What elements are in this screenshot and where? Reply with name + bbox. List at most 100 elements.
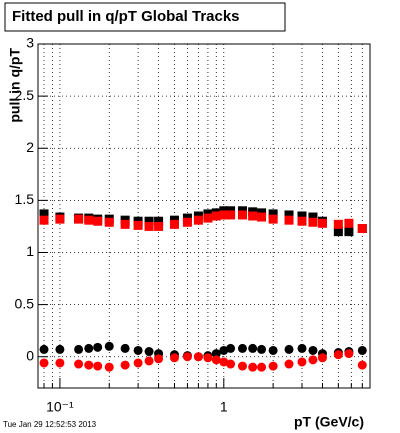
y-tick-label: 0 [26,347,34,363]
x-axis-label: pT (GeV/c) [294,414,364,430]
marker [237,343,247,353]
marker [169,219,179,229]
marker [268,361,278,371]
marker [297,357,307,367]
y-tick-label: 2.5 [15,87,35,103]
marker [333,350,343,360]
marker [93,361,103,371]
marker [344,227,354,237]
marker [193,215,203,225]
marker [219,357,229,367]
marker [211,211,221,221]
marker [154,216,164,226]
marker [104,362,114,372]
marker [84,215,94,225]
marker [74,214,84,224]
marker [182,217,192,227]
marker [297,211,307,221]
marker [317,218,327,228]
marker [144,221,154,231]
marker [226,210,236,220]
marker [203,353,213,363]
y-tick-label: 1 [26,243,34,259]
marker [357,224,367,234]
title-box [4,2,286,32]
marker [133,345,143,355]
marker [248,362,258,372]
marker [154,354,164,364]
marker [203,213,213,223]
marker [84,360,94,370]
marker [120,360,130,370]
marker [226,359,236,369]
marker [237,361,247,371]
marker [133,358,143,368]
chart-title: Fitted pull in q/pT Global Tracks [12,8,240,25]
marker [211,349,221,359]
marker [93,216,103,226]
marker [297,343,307,353]
marker [39,215,49,225]
marker [104,217,114,227]
marker [74,359,84,369]
marker [154,221,164,231]
marker [268,345,278,355]
marker [39,358,49,368]
marker [211,355,221,365]
marker [74,344,84,354]
marker [268,214,278,224]
marker [344,218,354,228]
marker [344,349,354,359]
y-axis-label: pull in q/pT [7,48,23,123]
timestamp: Tue Jan 29 12:52:53 2013 [3,420,97,429]
marker [284,359,294,369]
marker [133,220,143,230]
marker [169,353,179,363]
marker [104,341,114,351]
marker [144,216,154,226]
marker [268,209,278,219]
marker [308,217,318,227]
y-tick-label: 3 [26,35,34,51]
marker [308,212,318,222]
marker [193,352,203,362]
marker [237,210,247,220]
y-tick-label: 0.5 [15,295,35,311]
marker [308,345,318,355]
marker [55,344,65,354]
marker [257,362,267,372]
marker [55,214,65,224]
marker [308,355,318,365]
y-tick-label: 1.5 [15,191,35,207]
marker [182,352,192,362]
marker [93,342,103,352]
marker [120,343,130,353]
marker [248,211,258,221]
marker [226,343,236,353]
marker [333,219,343,229]
marker [120,219,130,229]
marker [257,344,267,354]
marker [317,353,327,363]
marker [39,344,49,354]
marker [257,212,267,222]
marker [284,215,294,225]
y-tick-label: 2 [26,139,34,155]
marker [297,216,307,226]
marker [219,210,229,220]
marker [357,345,367,355]
marker [39,209,49,219]
x-tick-label: 1 [220,399,228,415]
plot-border [37,43,371,389]
marker [248,343,258,353]
marker [144,356,154,366]
marker [219,345,229,355]
x-tick-label: 10⁻¹ [46,399,74,415]
marker [84,343,94,353]
marker [333,227,343,237]
marker [357,360,367,370]
marker [284,344,294,354]
marker [144,347,154,357]
